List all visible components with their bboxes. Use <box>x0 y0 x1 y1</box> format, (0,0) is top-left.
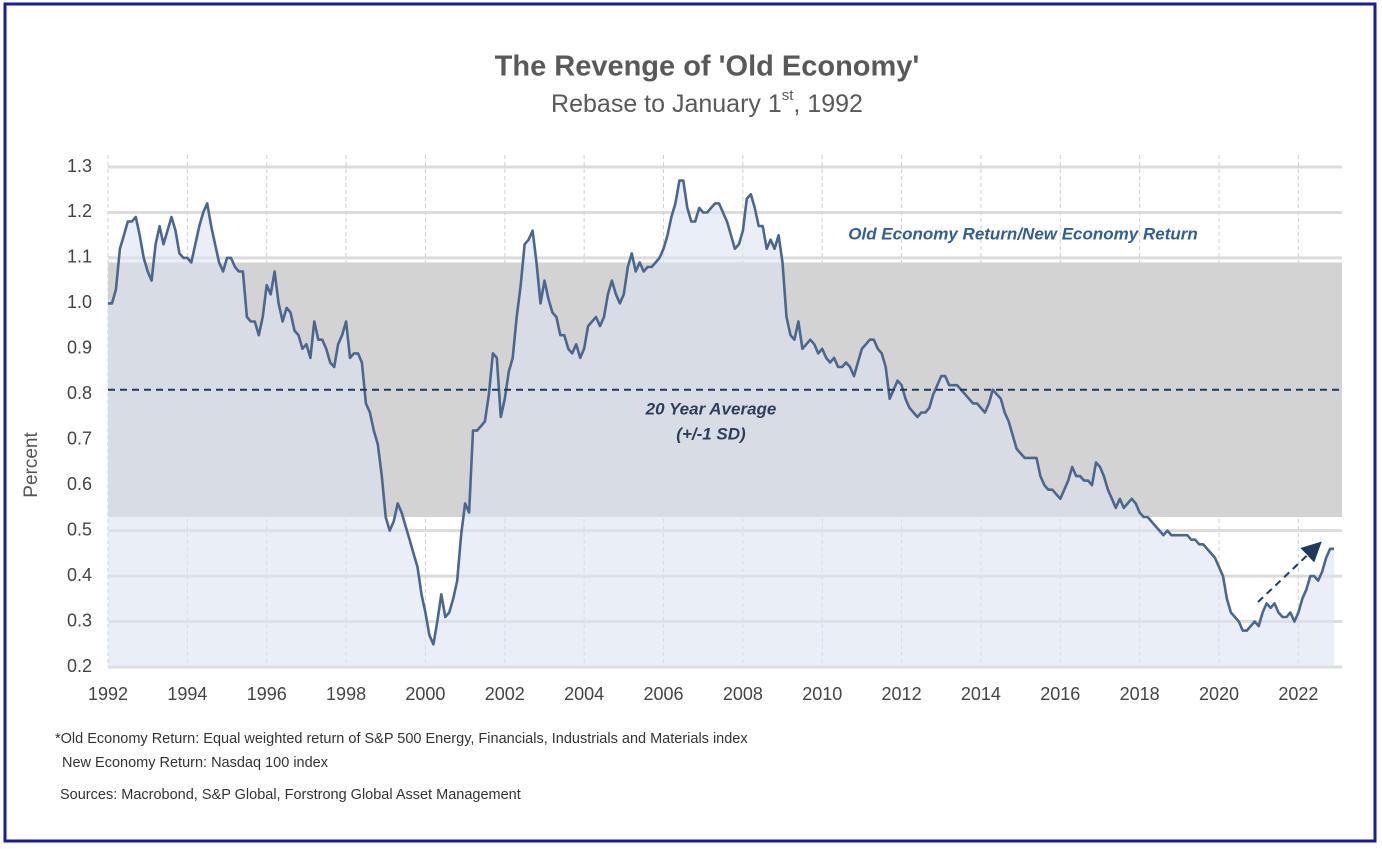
y-tick-label: 1.0 <box>67 292 92 312</box>
line <box>108 179 1335 646</box>
x-tick-label: 1992 <box>88 684 128 704</box>
x-tick-label: 2000 <box>405 684 445 704</box>
y-tick-label: 0.5 <box>67 519 92 539</box>
trend-arrow <box>1257 541 1322 603</box>
footnote: Sources: Macrobond, S&P Global, Forstron… <box>60 787 521 803</box>
footnote: *Old Economy Return: Equal weighted retu… <box>55 731 748 747</box>
average-label: (+/-1 SD) <box>676 424 746 443</box>
y-tick-label: 0.9 <box>67 338 92 358</box>
x-tick-label: 2012 <box>882 684 922 704</box>
x-tick-label: 2010 <box>802 684 842 704</box>
x-tick-label: 2002 <box>485 684 525 704</box>
area <box>108 180 1335 667</box>
subtitle-text: , 1992 <box>793 90 863 118</box>
x-tick-label: 1994 <box>167 684 207 704</box>
y-tick-label: 0.8 <box>67 383 92 403</box>
subtitle-text: Rebase to January 1 <box>551 90 782 118</box>
x-tick-label: 2008 <box>723 684 763 704</box>
x-tick-label: 2018 <box>1120 684 1160 704</box>
x-tick-label: 2016 <box>1040 684 1080 704</box>
x-tick-label: 2004 <box>564 684 604 704</box>
x-tick-label: 1998 <box>326 684 366 704</box>
x-tick-label: 2020 <box>1199 684 1239 704</box>
chart-subtitle: Rebase to January 1st, 1992 <box>551 87 863 118</box>
y-tick-label: 1.2 <box>67 201 92 221</box>
y-tick-label: 0.4 <box>67 565 92 585</box>
x-tick-label: 2006 <box>643 684 683 704</box>
y-tick-label: 0.3 <box>67 610 92 630</box>
y-tick-label: 0.6 <box>67 474 92 494</box>
y-tick-label: 1.1 <box>67 247 92 267</box>
x-tick-label: 1996 <box>247 684 287 704</box>
series-label: Old Economy Return/New Economy Return <box>848 224 1198 243</box>
x-tick-label: 2022 <box>1278 684 1318 704</box>
subtitle-superscript: st <box>782 87 795 104</box>
y-axis-label: Percent <box>21 432 42 498</box>
y-tick-label: 0.2 <box>67 656 92 676</box>
average-label: 20 Year Average <box>645 399 777 418</box>
x-tick-label: 2014 <box>961 684 1001 704</box>
y-tick-label: 0.7 <box>67 428 92 448</box>
chart-title: The Revenge of 'Old Economy' <box>495 51 920 83</box>
footnote: New Economy Return: Nasdaq 100 index <box>62 755 329 771</box>
y-tick-label: 1.3 <box>67 156 92 176</box>
plot-area: 0.2 0.3 0.4 0.5 0.6 0.7 0.8 0.9 1.0 1.1 1.2 1.3 1992… <box>67 155 1344 704</box>
